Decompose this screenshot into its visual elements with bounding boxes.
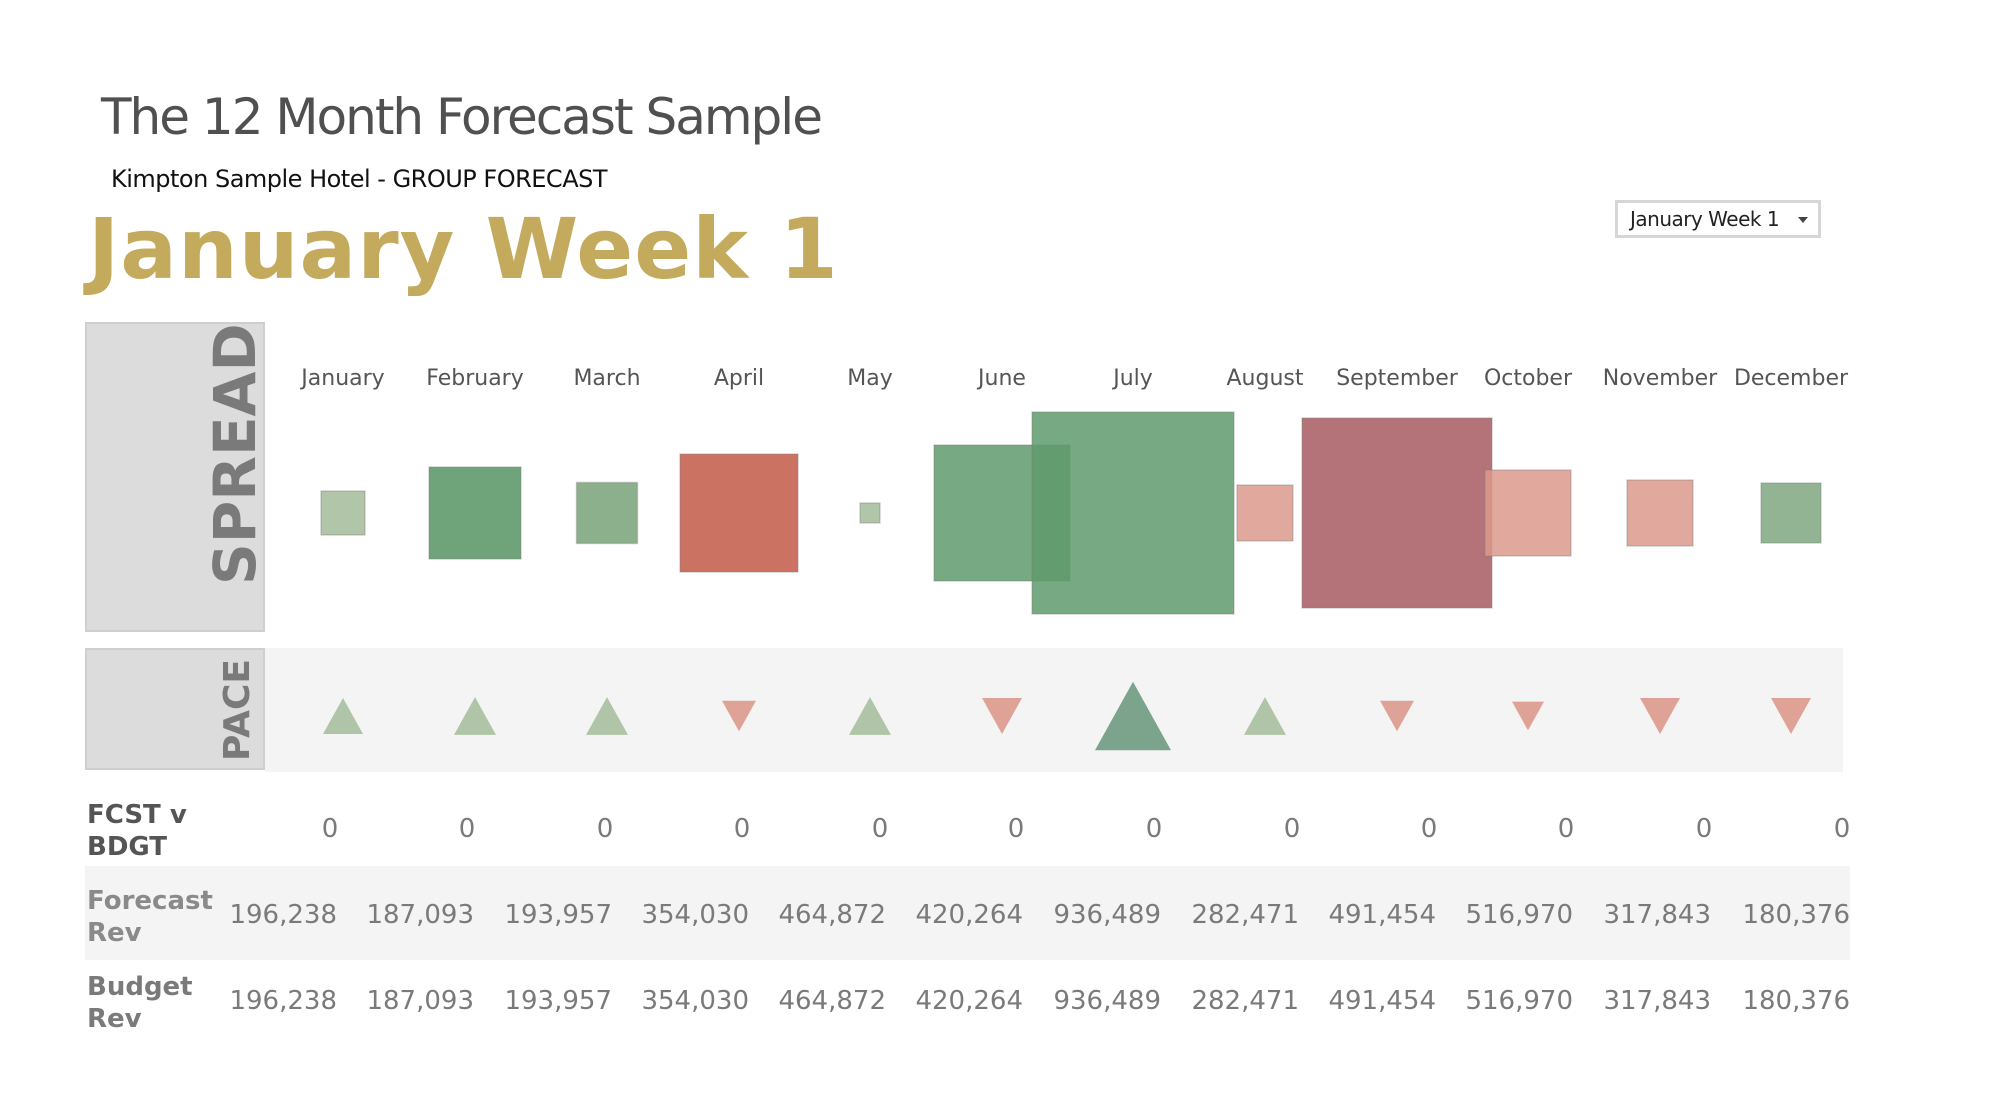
month-label-april: April	[714, 366, 764, 391]
cell-fcst-v-bdgt-november: 0	[1695, 814, 1713, 844]
cell-fcst-v-bdgt-january: 0	[321, 814, 339, 844]
forecast-row-band	[85, 866, 1850, 960]
cell-fcst-v-bdgt-october: 0	[1557, 814, 1575, 844]
cell-fcst-v-bdgt-march: 0	[596, 814, 614, 844]
cell-forecast-rev-february: 187,093	[366, 900, 474, 930]
cell-budget-rev-november: 317,843	[1603, 986, 1711, 1016]
cell-budget-rev-february: 187,093	[366, 986, 474, 1016]
month-label-september: September	[1336, 366, 1459, 391]
cell-budget-rev-july: 936,489	[1053, 986, 1161, 1016]
cell-budget-rev-august: 282,471	[1191, 986, 1299, 1016]
spread-mark-october[interactable]	[1484, 469, 1572, 557]
cell-forecast-rev-january: 196,238	[229, 900, 337, 930]
cell-forecast-rev-november: 317,843	[1603, 900, 1711, 930]
spread-mark-april[interactable]	[679, 453, 799, 573]
cell-fcst-v-bdgt-september: 0	[1420, 814, 1438, 844]
cell-forecast-rev-october: 516,970	[1465, 900, 1573, 930]
cell-budget-rev-april: 354,030	[641, 986, 749, 1016]
cell-fcst-v-bdgt-july: 0	[1145, 814, 1163, 844]
month-label-february: February	[426, 366, 524, 391]
cell-budget-rev-january: 196,238	[229, 986, 337, 1016]
month-label-june: June	[976, 366, 1026, 391]
pace-label-box	[85, 648, 265, 770]
spread-label-box	[85, 322, 265, 632]
month-label-december: December	[1734, 366, 1849, 391]
spread-mark-november[interactable]	[1626, 479, 1694, 547]
spread-mark-july[interactable]	[1031, 411, 1235, 615]
chevron-down-icon[interactable]	[1798, 217, 1808, 223]
row-label-budget-rev: Budget Rev	[87, 972, 193, 1034]
cell-budget-rev-march: 193,957	[504, 986, 612, 1016]
cell-budget-rev-june: 420,264	[915, 986, 1023, 1016]
month-label-october: October	[1484, 366, 1573, 391]
month-label-november: November	[1603, 366, 1718, 391]
row-label-forecast-rev: Forecast Rev	[87, 886, 213, 948]
cell-forecast-rev-july: 936,489	[1053, 900, 1161, 930]
cell-fcst-v-bdgt-august: 0	[1283, 814, 1301, 844]
spread-mark-january[interactable]	[320, 490, 366, 536]
cell-forecast-rev-august: 282,471	[1191, 900, 1299, 930]
spread-mark-june[interactable]	[933, 444, 1071, 582]
cell-forecast-rev-september: 491,454	[1328, 900, 1436, 930]
cell-fcst-v-bdgt-december: 0	[1833, 814, 1851, 844]
month-label-may: May	[847, 366, 892, 391]
cell-fcst-v-bdgt-february: 0	[458, 814, 476, 844]
page-subtitle: Kimpton Sample Hotel - GROUP FORECAST	[111, 165, 608, 193]
pace-band	[265, 648, 1843, 772]
spread-mark-march[interactable]	[575, 481, 639, 545]
cell-forecast-rev-april: 354,030	[641, 900, 749, 930]
row-label-fcst-v-bdgt: FCST v BDGT	[87, 800, 187, 862]
week-heading: January Week 1	[88, 200, 839, 298]
cell-fcst-v-bdgt-may: 0	[871, 814, 889, 844]
cell-forecast-rev-may: 464,872	[778, 900, 886, 930]
cell-budget-rev-september: 491,454	[1328, 986, 1436, 1016]
spread-mark-may[interactable]	[859, 502, 881, 524]
cell-forecast-rev-march: 193,957	[504, 900, 612, 930]
spread-mark-december[interactable]	[1760, 482, 1822, 544]
cell-forecast-rev-december: 180,376	[1742, 900, 1850, 930]
spread-mark-february[interactable]	[428, 466, 522, 560]
cell-budget-rev-october: 516,970	[1465, 986, 1573, 1016]
month-label-march: March	[573, 366, 640, 391]
cell-fcst-v-bdgt-june: 0	[1007, 814, 1025, 844]
cell-budget-rev-may: 464,872	[778, 986, 886, 1016]
week-filter-dropdown[interactable]: January Week 1	[1615, 200, 1821, 238]
cell-fcst-v-bdgt-april: 0	[733, 814, 751, 844]
cell-budget-rev-december: 180,376	[1742, 986, 1850, 1016]
cell-forecast-rev-june: 420,264	[915, 900, 1023, 930]
spread-mark-september[interactable]	[1301, 417, 1493, 609]
pace-label: PACE	[217, 659, 258, 761]
month-label-january: January	[299, 366, 384, 391]
spread-mark-august[interactable]	[1236, 484, 1294, 542]
spread-label: SPREAD	[201, 323, 269, 585]
month-label-august: August	[1227, 366, 1304, 391]
month-label-july: July	[1111, 366, 1153, 391]
page-title: The 12 Month Forecast Sample	[101, 88, 823, 146]
week-filter-value: January Week 1	[1630, 207, 1780, 231]
